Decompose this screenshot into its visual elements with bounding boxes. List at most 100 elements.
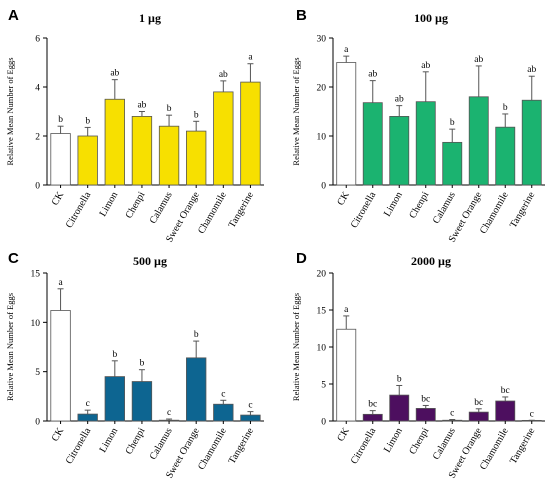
bar <box>77 135 98 186</box>
y-axis-label: Relative Mean Number of Eggs <box>5 293 15 401</box>
x-tick-label: Citronella <box>349 190 379 231</box>
x-tick-label: Chenpi <box>124 426 148 457</box>
x-tick-label: CK <box>335 189 352 207</box>
bar <box>77 413 98 422</box>
x-tick-label: Limon <box>98 426 121 455</box>
x-tick-label: Chenpi <box>407 190 431 221</box>
y-tick-label: 10 <box>317 133 327 143</box>
bar <box>104 376 125 422</box>
significance-label: b <box>85 116 90 126</box>
bar <box>50 310 71 422</box>
y-tick-label: 0 <box>35 182 40 192</box>
x-tick-label: Calamus <box>431 426 458 462</box>
bar <box>415 101 436 186</box>
x-tick-label: Tangerine <box>227 426 257 466</box>
panel-letter: B <box>296 7 307 24</box>
bar <box>104 98 125 186</box>
y-tick-label: 5 <box>321 381 326 391</box>
bar <box>213 403 234 422</box>
significance-label: b <box>503 103 508 113</box>
significance-label: bc <box>501 386 510 396</box>
y-tick-label: 6 <box>35 35 40 45</box>
bar <box>240 414 261 422</box>
significance-label: b <box>194 330 199 340</box>
bar <box>158 125 180 186</box>
significance-label: a <box>344 305 349 315</box>
bar <box>240 81 261 186</box>
bar <box>442 419 463 422</box>
significance-label: b <box>450 118 455 128</box>
bar <box>131 116 153 186</box>
significance-label: b <box>140 359 145 369</box>
y-tick-label: 20 <box>317 270 327 280</box>
panel-letter: A <box>8 7 19 24</box>
panel-title: 1 µg <box>139 11 161 25</box>
bar <box>468 96 489 186</box>
significance-label: ab <box>474 55 483 65</box>
x-tick-label: Calamus <box>431 190 458 226</box>
bar <box>336 62 357 186</box>
x-tick-label: Citronella <box>349 426 379 467</box>
x-tick-label: Calamus <box>148 190 175 226</box>
bar <box>495 126 516 186</box>
significance-label: b <box>397 374 402 384</box>
bar <box>336 328 357 422</box>
x-tick-label: Tangerine <box>227 190 257 230</box>
significance-label: ab <box>527 65 536 75</box>
significance-label: ab <box>395 95 404 105</box>
y-tick-label: 10 <box>31 319 41 329</box>
x-tick-label: Calamus <box>148 426 175 462</box>
bar <box>468 411 489 422</box>
y-tick-label: 20 <box>317 84 327 94</box>
y-tick-label: 30 <box>317 35 327 45</box>
significance-label: bc <box>368 400 377 410</box>
bar <box>131 381 153 422</box>
y-tick-label: 4 <box>35 84 40 94</box>
significance-label: c <box>221 389 225 399</box>
bar <box>521 99 542 186</box>
bar <box>50 133 71 186</box>
chart-panel-a: A 1 µg Relative Mean Number of Eggs 0 2 4 6 b CK… <box>5 7 264 244</box>
y-axis-label: Relative Mean Number of Eggs <box>5 57 15 165</box>
y-tick-label: 2 <box>35 133 40 143</box>
x-tick-label: CK <box>50 425 67 443</box>
x-tick-label: Limon <box>382 426 405 455</box>
x-tick-label: CK <box>335 425 352 443</box>
panel-title: 500 µg <box>133 254 167 268</box>
panel-title: 2000 µg <box>411 254 451 268</box>
bar <box>495 400 516 422</box>
significance-label: b <box>58 115 63 125</box>
significance-label: c <box>86 399 90 409</box>
significance-label: a <box>344 45 349 55</box>
significance-label: b <box>194 110 199 120</box>
y-axis-label: Relative Mean Number of Eggs <box>291 57 301 165</box>
y-tick-label: 15 <box>317 307 327 317</box>
chart-panel-c: C 500 µg Relative Mean Number of Eggs 0 5 10 1… <box>5 250 264 480</box>
y-tick-label: 0 <box>35 418 40 428</box>
y-tick-label: 5 <box>35 368 40 378</box>
significance-label: a <box>58 278 63 288</box>
significance-label: ab <box>110 69 119 79</box>
chart-panel-d: D 2000 µg Relative Mean Number of Eggs 0 5 10… <box>291 250 545 480</box>
significance-label: ab <box>219 70 228 80</box>
x-tick-label: Tangerine <box>508 426 538 466</box>
bar <box>186 357 207 422</box>
panel-title: 100 µg <box>414 11 448 25</box>
y-axis-label: Relative Mean Number of Eggs <box>291 293 301 401</box>
x-tick-label: Citronella <box>64 426 94 467</box>
significance-label: a <box>248 53 253 63</box>
chart-panel-b: B 100 µg Relative Mean Number of Eggs 0 10 20… <box>291 7 545 244</box>
bar <box>213 91 234 186</box>
bar <box>389 116 410 186</box>
significance-label: c <box>248 401 252 411</box>
bar <box>389 394 410 422</box>
significance-label: ab <box>137 101 146 111</box>
significance-label: ab <box>368 70 377 80</box>
bar <box>362 413 383 422</box>
x-tick-label: Tangerine <box>508 190 538 230</box>
significance-label: bc <box>421 394 430 404</box>
y-tick-label: 0 <box>321 182 326 192</box>
bar <box>442 141 463 186</box>
y-tick-label: 10 <box>317 344 327 354</box>
significance-label: b <box>112 350 117 360</box>
